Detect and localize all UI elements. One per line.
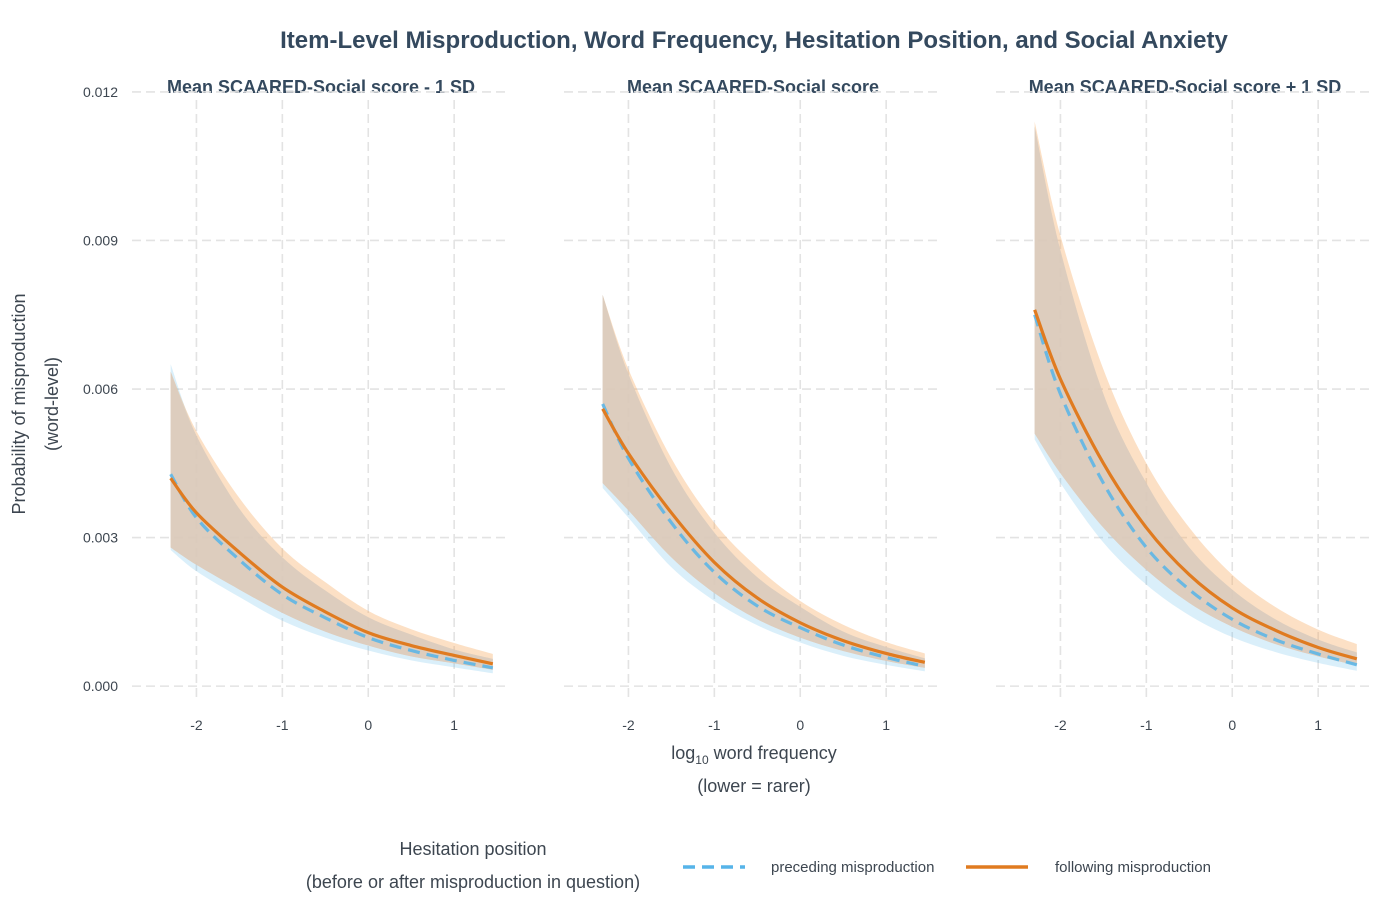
line-following [1033,309,1358,661]
x-tick-label: -2 [622,717,635,733]
line-following [169,477,494,666]
x-tick-label: 0 [796,717,804,733]
x-axis-title: log10 word frequency [671,743,836,767]
x-tick-label: 1 [1314,717,1322,733]
x-axis-title-line2: (lower = rarer) [697,776,811,796]
line-preceding [169,473,494,670]
facet-panel: Mean SCAARED-Social score + 1 SD -2 -1 0 1 [996,77,1374,733]
x-tick-label: 1 [450,717,458,733]
legend-label-preceding: preceding misproduction [771,859,934,876]
line-preceding [1033,314,1358,667]
y-tick-label: 0.000 [83,678,118,694]
y-tick-label: 0.009 [83,232,118,248]
x-tick-label: 0 [364,717,372,733]
y-axis-title-line1: Probability of misproduction [9,293,29,514]
x-tick-label: -1 [276,717,289,733]
y-axis-title-line2: (word-level) [42,357,62,451]
x-tick-label: -1 [708,717,721,733]
y-tick-label: 0.003 [83,530,118,546]
line-following [601,408,926,664]
panel-title: Mean SCAARED-Social score + 1 SD [1029,77,1342,97]
ribbon-overlap [170,371,493,670]
x-tick-label: -2 [190,717,203,733]
y-axis-title: Probability of misproduction (word-level… [9,293,62,514]
x-tick-label: 1 [882,717,890,733]
y-tick-label: 0.012 [83,84,118,100]
facet-panel: Mean SCAARED-Social score - 1 SD -2 -1 0 1 [132,77,510,733]
y-axis-ticks: 0.000 0.003 0.006 0.009 0.012 [83,84,118,694]
legend-label-following: following misproduction [1055,859,1211,876]
line-preceding [601,403,926,668]
x-tick-label: 0 [1228,717,1236,733]
facet-panel: Mean SCAARED-Social score -2 -1 0 1 [564,77,942,733]
legend-title-line2: (before or after misproduction in questi… [306,872,640,892]
legend-title-line1: Hesitation position [399,839,546,859]
ribbon-overlap [1034,126,1357,666]
y-tick-label: 0.006 [83,381,118,397]
x-tick-label: -1 [1140,717,1153,733]
ribbon-preceding [602,294,925,672]
panel-title: Mean SCAARED-Social score - 1 SD [167,77,475,97]
panel-title: Mean SCAARED-Social score [627,77,879,97]
panels: Mean SCAARED-Social score - 1 SD-2 -1 0 1Me… [132,77,1374,733]
legend: Hesitation position (before or after mis… [306,839,1211,892]
x-tick-label: -2 [1054,717,1067,733]
chart-title: Item-Level Misproduction, Word Frequency… [280,27,1228,54]
ribbon-overlap [602,294,925,668]
